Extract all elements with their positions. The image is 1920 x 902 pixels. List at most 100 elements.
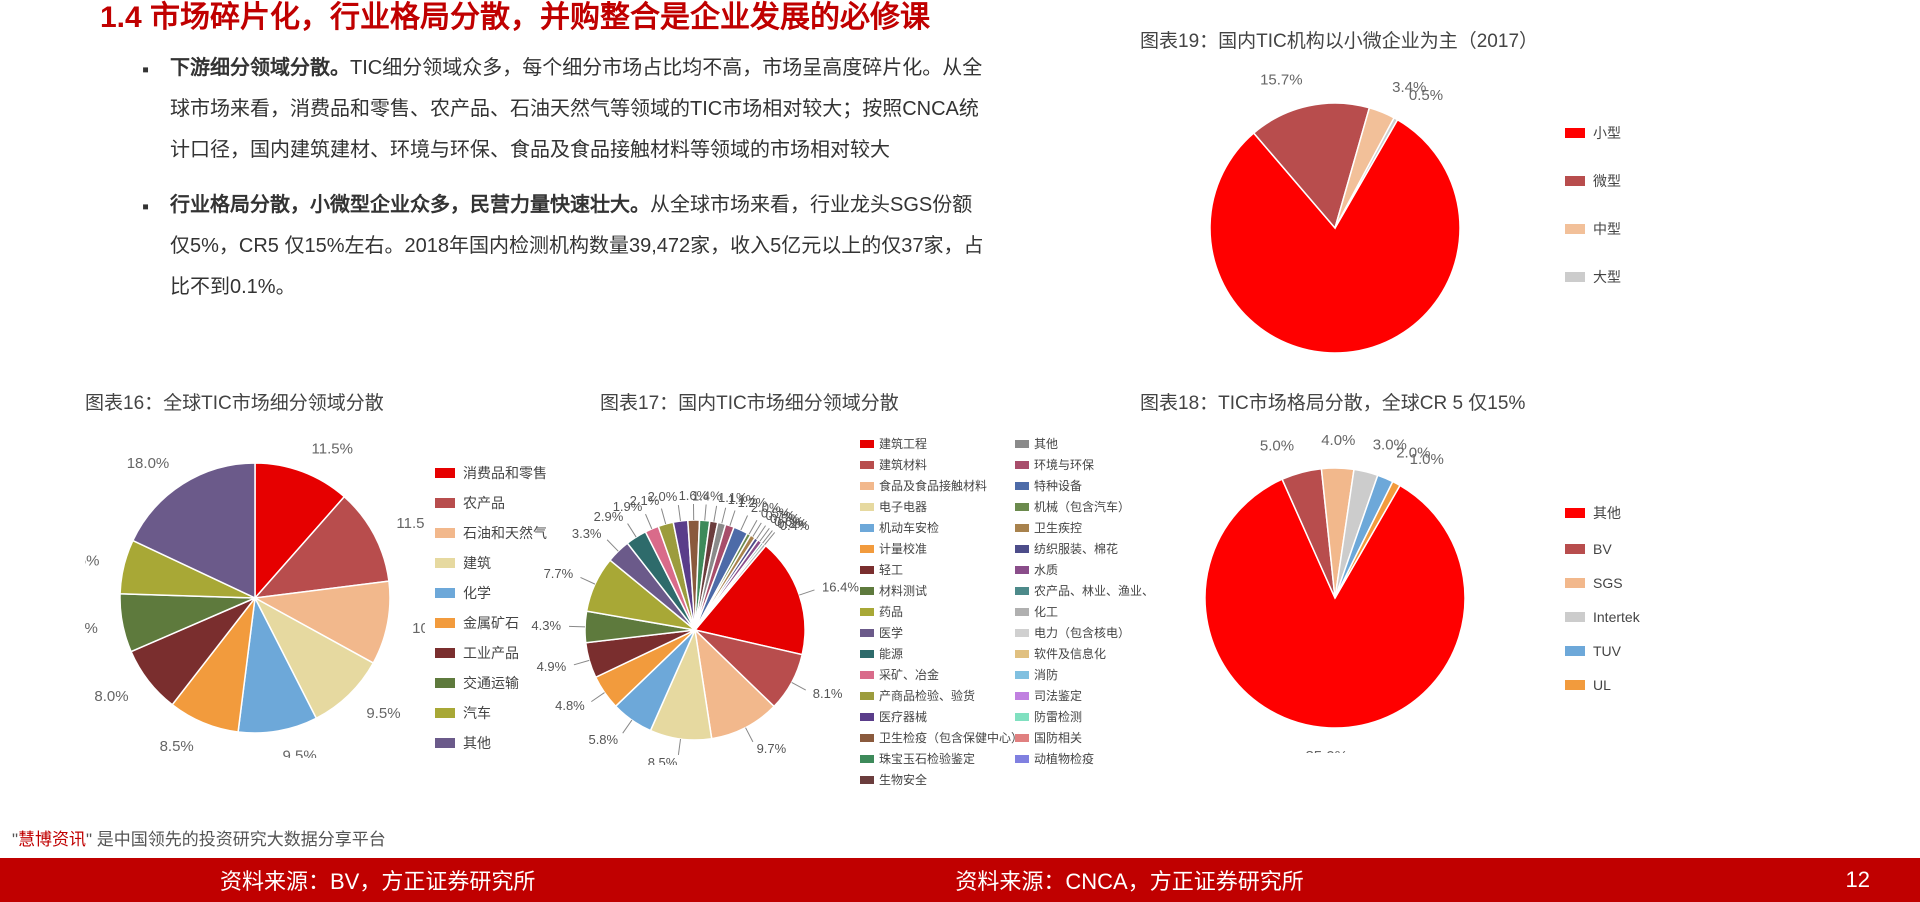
legend-label: 材料测试 — [879, 582, 927, 599]
legend-swatch — [860, 524, 874, 532]
legend-label: 中型 — [1593, 219, 1621, 239]
legend-label: 机动车安检 — [879, 519, 939, 536]
pie-label: 9.7% — [757, 741, 787, 756]
legend-swatch — [1565, 176, 1585, 186]
pie-label: 9.5% — [366, 705, 400, 722]
legend-swatch — [435, 708, 455, 718]
legend-swatch — [860, 734, 874, 742]
legend-swatch — [1015, 671, 1029, 679]
legend-label: 轻工 — [879, 561, 903, 578]
legend-swatch — [435, 528, 455, 538]
legend-label: BV — [1593, 541, 1612, 557]
footer-source-1: 资料来源：BV，方正证券研究所 — [0, 864, 535, 896]
pie-label: 6.5% — [85, 553, 99, 570]
legend-label: UL — [1593, 677, 1611, 693]
pie-label: 0.5% — [1409, 87, 1443, 104]
legend-label: 卫生检疫（包含保健中心） — [879, 729, 1023, 746]
legend-label: 医疗器械 — [879, 708, 927, 725]
legend-label: 国防相关 — [1034, 729, 1082, 746]
legend-label: 其他 — [1593, 503, 1621, 523]
legend-swatch — [1015, 524, 1029, 532]
bullet-item: 行业格局分散，小微型企业众多，民营力量快速壮大。从全球市场来看，行业龙头SGS份… — [170, 185, 990, 308]
chart19-title: 图表19：国内TIC机构以小微企业为主（2017） — [1140, 26, 1885, 53]
pie-label: 8.1% — [813, 686, 843, 701]
legend-label: 金属矿石 — [463, 613, 519, 633]
legend-label: 工业产品 — [463, 643, 519, 663]
legend-item: 材料测试 — [860, 582, 1023, 599]
legend-item: 生物安全 — [860, 771, 1023, 788]
legend-swatch — [1015, 692, 1029, 700]
legend-swatch — [435, 618, 455, 628]
legend-item: BV — [1565, 541, 1640, 557]
legend-swatch — [1015, 587, 1029, 595]
legend-item: 建筑材料 — [860, 456, 1023, 473]
legend-label: 药品 — [879, 603, 903, 620]
legend-label: 计量校准 — [879, 540, 927, 557]
legend-label: Intertek — [1593, 609, 1640, 625]
legend-label: 微型 — [1593, 171, 1621, 191]
legend-swatch — [1565, 272, 1585, 282]
bullet-bold: 行业格局分散，小微型企业众多，民营力量快速壮大。 — [170, 194, 650, 216]
chart16-area: 图表16：全球TIC市场细分领域分散 11.5%11.5%10.0%9.5%9.… — [85, 388, 595, 763]
legend-label: 水质 — [1034, 561, 1058, 578]
legend-swatch — [860, 440, 874, 448]
legend-swatch — [860, 671, 874, 679]
legend-item: 建筑工程 — [860, 435, 1023, 452]
legend-swatch — [435, 678, 455, 688]
pie-label: 4.8% — [555, 698, 585, 713]
chart18-pie: 85.0%5.0%4.0%3.0%2.0%1.0% — [1115, 423, 1545, 753]
pie-label: 4.9% — [537, 659, 567, 674]
legend-label: 电子电器 — [879, 498, 927, 515]
legend-swatch — [435, 588, 455, 598]
legend-label: 化学 — [463, 583, 491, 603]
legend-label: 其他 — [1034, 435, 1058, 452]
legend-swatch — [860, 461, 874, 469]
legend-label: 生物安全 — [879, 771, 927, 788]
pie-label: 11.5% — [312, 440, 353, 457]
legend-swatch — [1015, 734, 1029, 742]
legend-label: 消防 — [1034, 666, 1058, 683]
legend-item: 计量校准 — [860, 540, 1023, 557]
pie-label: 8.5% — [648, 755, 678, 765]
legend-swatch — [860, 776, 874, 784]
legend-label: 汽车 — [463, 703, 491, 723]
legend-swatch — [860, 482, 874, 490]
legend-swatch — [860, 650, 874, 658]
legend-swatch — [860, 713, 874, 721]
legend-label: 动植物检疫 — [1034, 750, 1094, 767]
legend-item: 医疗器械 — [860, 708, 1023, 725]
footer-source-2: 资料来源：CNCA，方正证券研究所 — [535, 864, 1303, 896]
legend-swatch — [1015, 545, 1029, 553]
legend-item: 中型 — [1565, 219, 1621, 239]
legend-item: 大型 — [1565, 267, 1621, 287]
pie-label: 85.0% — [1305, 748, 1348, 753]
chart19-legend: 小型微型中型大型 — [1565, 123, 1621, 315]
legend-item: 珠宝玉石检验鉴定 — [860, 750, 1023, 767]
pie-label: 0.4% — [780, 518, 810, 533]
legend-swatch — [1015, 503, 1029, 511]
legend-swatch — [1015, 713, 1029, 721]
chart16-pie: 11.5%11.5%10.0%9.5%9.5%8.5%8.0%7.0%6.5%1… — [85, 423, 425, 758]
legend-swatch — [1015, 629, 1029, 637]
watermark-brand: 慧博资讯 — [18, 830, 86, 849]
pie-label: 9.5% — [283, 748, 317, 758]
legend-swatch — [860, 545, 874, 553]
legend-item: 能源 — [860, 645, 1023, 662]
legend-item: 其他 — [1565, 503, 1640, 523]
legend-swatch — [860, 608, 874, 616]
legend-swatch — [1565, 578, 1585, 588]
pie-label: 1.0% — [1410, 451, 1444, 468]
legend-swatch — [435, 498, 455, 508]
legend-swatch — [1565, 128, 1585, 138]
legend-label: 能源 — [879, 645, 903, 662]
pie-label: 2.0% — [648, 489, 678, 504]
chart18-area: 图表18：TIC市场格局分散，全球CR 5 仅15% 85.0%5.0%4.0%… — [1095, 388, 1885, 758]
legend-label: 其他 — [463, 733, 491, 753]
bullet-item: 下游细分领域分散。TIC细分领域众多，每个细分市场占比均不高，市场呈高度碎片化。… — [170, 48, 990, 171]
legend-item: 电子电器 — [860, 498, 1023, 515]
legend-swatch — [435, 468, 455, 478]
pie-label: 16.4% — [822, 579, 859, 594]
legend-label: 司法鉴定 — [1034, 687, 1082, 704]
legend-item: 卫生检疫（包含保健中心） — [860, 729, 1023, 746]
pie-label: 4.0% — [1321, 432, 1355, 449]
